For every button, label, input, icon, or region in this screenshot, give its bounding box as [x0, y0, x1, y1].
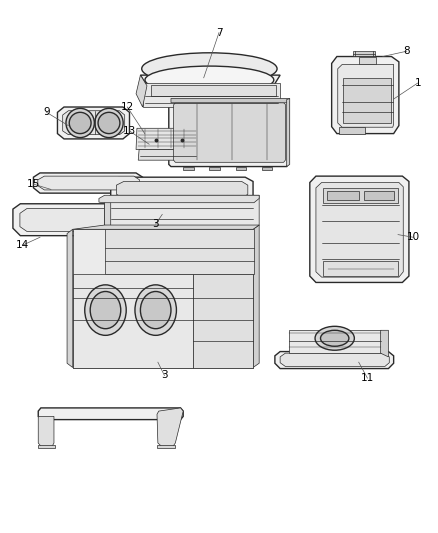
Text: 15: 15 — [27, 179, 40, 189]
Text: 3: 3 — [161, 370, 168, 381]
Polygon shape — [327, 191, 359, 200]
Polygon shape — [364, 191, 394, 200]
Polygon shape — [67, 229, 73, 368]
Polygon shape — [143, 83, 280, 107]
Polygon shape — [138, 150, 197, 160]
Polygon shape — [353, 51, 375, 56]
Ellipse shape — [85, 285, 126, 335]
Polygon shape — [169, 100, 289, 166]
Polygon shape — [280, 353, 389, 367]
Polygon shape — [209, 166, 220, 170]
Polygon shape — [136, 128, 198, 150]
Polygon shape — [310, 176, 409, 282]
Polygon shape — [73, 229, 253, 368]
Polygon shape — [111, 177, 253, 203]
Polygon shape — [195, 108, 223, 111]
Polygon shape — [141, 75, 280, 86]
Polygon shape — [151, 85, 276, 96]
Polygon shape — [38, 408, 183, 419]
Polygon shape — [73, 274, 193, 368]
Polygon shape — [323, 188, 398, 203]
Polygon shape — [191, 106, 228, 109]
Polygon shape — [343, 78, 392, 123]
Ellipse shape — [90, 292, 121, 329]
Polygon shape — [157, 408, 183, 446]
Polygon shape — [99, 195, 259, 203]
Text: 8: 8 — [403, 46, 410, 56]
Ellipse shape — [142, 53, 277, 85]
Text: 10: 10 — [407, 232, 420, 243]
Polygon shape — [193, 274, 253, 368]
Ellipse shape — [315, 326, 354, 350]
Polygon shape — [73, 225, 259, 229]
Polygon shape — [381, 330, 389, 357]
Polygon shape — [359, 56, 376, 64]
Polygon shape — [173, 103, 286, 163]
Polygon shape — [316, 182, 403, 277]
Polygon shape — [253, 225, 259, 368]
Ellipse shape — [95, 108, 123, 138]
Polygon shape — [236, 166, 246, 170]
Polygon shape — [38, 416, 54, 446]
Polygon shape — [289, 330, 381, 353]
Polygon shape — [105, 195, 111, 229]
Polygon shape — [339, 127, 365, 134]
Polygon shape — [136, 75, 147, 107]
Polygon shape — [332, 56, 399, 134]
Text: 3: 3 — [152, 219, 159, 229]
Ellipse shape — [135, 285, 177, 335]
Polygon shape — [262, 166, 272, 170]
Polygon shape — [38, 445, 55, 448]
Text: 14: 14 — [16, 240, 29, 250]
Ellipse shape — [66, 108, 94, 138]
Text: 1: 1 — [414, 78, 421, 88]
Ellipse shape — [69, 112, 91, 134]
Polygon shape — [63, 111, 125, 135]
Polygon shape — [33, 173, 143, 193]
Polygon shape — [275, 352, 394, 368]
Polygon shape — [117, 181, 248, 198]
Text: 12: 12 — [121, 102, 134, 112]
Text: 9: 9 — [43, 107, 50, 117]
Polygon shape — [157, 445, 175, 448]
Text: 7: 7 — [215, 28, 223, 38]
Polygon shape — [287, 99, 290, 166]
Text: 13: 13 — [123, 126, 136, 136]
Polygon shape — [105, 195, 259, 229]
Polygon shape — [323, 261, 398, 276]
Ellipse shape — [98, 112, 120, 134]
Ellipse shape — [141, 292, 171, 329]
Polygon shape — [105, 229, 254, 274]
Polygon shape — [57, 107, 130, 139]
Polygon shape — [171, 99, 290, 103]
Polygon shape — [183, 166, 194, 170]
Ellipse shape — [145, 66, 274, 94]
Polygon shape — [38, 176, 140, 190]
Ellipse shape — [321, 330, 349, 346]
Polygon shape — [338, 64, 394, 127]
Text: 11: 11 — [361, 373, 374, 383]
Polygon shape — [13, 204, 150, 236]
Polygon shape — [20, 208, 146, 231]
